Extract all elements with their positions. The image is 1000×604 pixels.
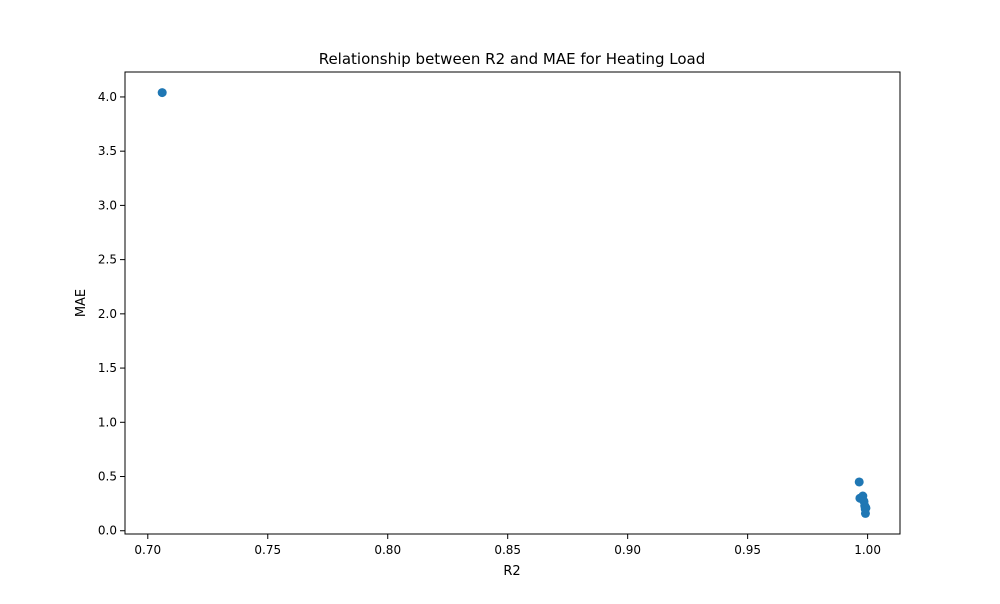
x-tick-label: 0.85 xyxy=(494,543,521,557)
x-axis-label: R2 xyxy=(503,564,520,579)
x-tick-label: 0.80 xyxy=(374,543,401,557)
x-tick-label: 0.90 xyxy=(614,543,641,557)
x-tick-label: 1.00 xyxy=(854,543,881,557)
y-tick-label: 2.5 xyxy=(98,253,117,267)
data-point xyxy=(157,88,167,98)
y-axis: 0.0 0.5 1.0 1.5 2.0 2.5 3.0 3.5 4.0 xyxy=(98,90,125,538)
y-tick-label: 4.0 xyxy=(98,90,117,104)
x-tick-label: 0.75 xyxy=(254,543,281,557)
y-axis-label: MAE xyxy=(74,289,89,317)
y-tick-label: 0.0 xyxy=(98,524,117,538)
chart-title: Relationship between R2 and MAE for Heat… xyxy=(319,50,706,68)
data-point xyxy=(861,503,871,513)
y-tick-label: 1.5 xyxy=(98,361,117,375)
data-point xyxy=(854,477,864,487)
y-tick-label: 2.0 xyxy=(98,307,117,321)
x-tick-label: 0.95 xyxy=(734,543,761,557)
y-tick-label: 0.5 xyxy=(98,470,117,484)
points-layer xyxy=(157,88,871,518)
y-tick-label: 1.0 xyxy=(98,415,117,429)
x-tick-label: 0.70 xyxy=(134,543,161,557)
y-tick-label: 3.0 xyxy=(98,198,117,212)
x-axis: 0.70 0.75 0.80 0.85 0.90 0.95 1.00 xyxy=(134,534,881,557)
y-tick-label: 3.5 xyxy=(98,144,117,158)
plot-frame xyxy=(124,71,901,535)
